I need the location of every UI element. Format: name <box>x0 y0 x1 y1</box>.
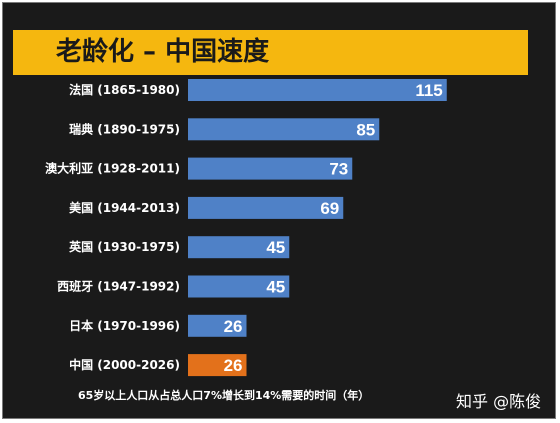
category-label: 美国 (1944-2013) <box>69 200 180 215</box>
category-label: 日本 (1970-1996) <box>69 318 180 333</box>
bar-chart: 法国 (1865-1980) 115 瑞典 (1890-1975) 85 澳大利亚 (1… <box>45 79 447 377</box>
bar-value-label: 69 <box>320 199 339 218</box>
bar-value-label: 26 <box>224 317 243 336</box>
chart-footnote: 65岁以上人口从占总人口7%增长到14%需要的时间（年） <box>78 389 370 402</box>
bar <box>188 118 380 141</box>
title-band: 老龄化 – 中国速度 <box>13 30 528 75</box>
bar-value-label: 73 <box>329 160 348 179</box>
bar <box>188 157 353 180</box>
bar <box>188 354 247 377</box>
author-watermark: 知乎 @陈俊 <box>456 392 542 411</box>
bar <box>188 196 344 219</box>
bar-value-label: 115 <box>415 81 442 100</box>
bar <box>188 275 290 298</box>
bar <box>188 314 247 337</box>
category-label: 英国 (1930-1975) <box>69 239 180 254</box>
bar <box>188 79 447 101</box>
bar-value-label: 26 <box>224 356 243 375</box>
category-label: 瑞典 (1890-1975) <box>69 121 180 136</box>
bar <box>188 236 290 259</box>
bar-value-label: 85 <box>356 120 375 139</box>
bar-value-label: 45 <box>266 238 285 257</box>
category-label: 澳大利亚 (1928-2011) <box>45 161 180 176</box>
chart-frame: 老龄化 – 中国速度 法国 (1865-1980) 115 瑞典 (1890-197… <box>2 2 556 419</box>
category-label: 中国 (2000-2026) <box>69 357 180 372</box>
chart-title: 老龄化 – 中国速度 <box>56 37 270 67</box>
bar-value-label: 45 <box>266 278 285 297</box>
category-label: 西班牙 (1947-1992) <box>57 279 180 294</box>
category-label: 法国 (1865-1980) <box>69 82 180 97</box>
